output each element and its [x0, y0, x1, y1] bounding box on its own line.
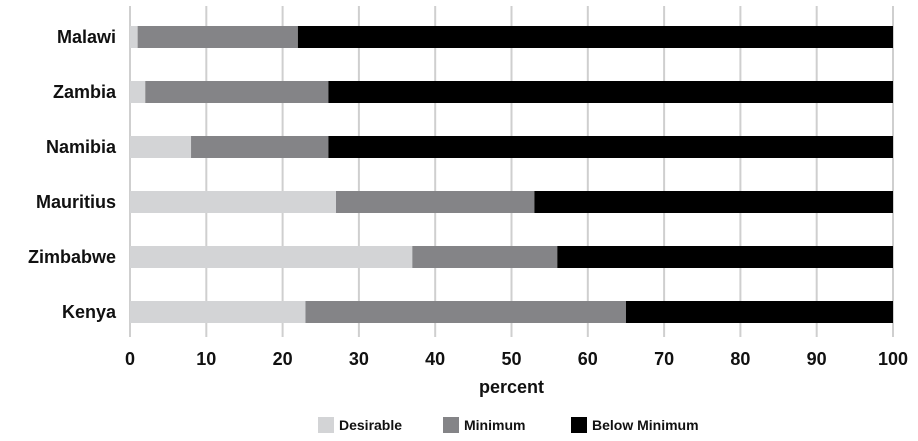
x-tick-labels: 0 10 20 30 40 50 60 70 80 90 100 [125, 349, 908, 369]
bar-segment-below-minimum [328, 81, 893, 103]
legend-swatch-desirable [318, 417, 334, 433]
bar-segment-desirable [130, 136, 192, 158]
bar-segment-desirable [130, 246, 413, 268]
x-tick-label: 10 [196, 349, 216, 369]
x-tick-label: 100 [878, 349, 908, 369]
x-tick-label: 60 [578, 349, 598, 369]
bar-segment-below-minimum [557, 246, 893, 268]
bar-segment-minimum [145, 81, 329, 103]
bar-segment-minimum [336, 191, 535, 213]
category-label: Namibia [46, 137, 117, 157]
bar-segment-minimum [305, 301, 626, 323]
x-axis-title: percent [479, 377, 544, 397]
bar-segment-desirable [130, 81, 146, 103]
bar-segment-below-minimum [625, 301, 893, 323]
x-tick-label: 80 [730, 349, 750, 369]
bars [130, 26, 893, 323]
bar-segment-below-minimum [328, 136, 893, 158]
category-label: Malawi [57, 27, 116, 47]
legend-swatch-minimum [443, 417, 459, 433]
legend-label: Minimum [464, 417, 525, 433]
bar-segment-desirable [130, 301, 306, 323]
category-label: Kenya [62, 302, 117, 322]
x-tick-label: 50 [501, 349, 521, 369]
x-tick-label: 20 [273, 349, 293, 369]
x-tick-label: 0 [125, 349, 135, 369]
x-tick-label: 30 [349, 349, 369, 369]
x-tick-label: 70 [654, 349, 674, 369]
grid-lines [129, 6, 894, 337]
category-label: Mauritius [36, 192, 116, 212]
x-tick-label: 40 [425, 349, 445, 369]
x-tick-label: 90 [807, 349, 827, 369]
legend: Desirable Minimum Below Minimum [318, 417, 699, 433]
category-label: Zimbabwe [28, 247, 116, 267]
bar-segment-minimum [137, 26, 298, 48]
legend-label: Below Minimum [592, 417, 699, 433]
bar-segment-below-minimum [297, 26, 893, 48]
bar-segment-minimum [191, 136, 329, 158]
category-label: Zambia [53, 82, 117, 102]
legend-label: Desirable [339, 417, 402, 433]
bar-segment-desirable [130, 191, 337, 213]
bar-segment-minimum [412, 246, 558, 268]
legend-swatch-below-minimum [571, 417, 587, 433]
category-labels: Malawi Zambia Namibia Mauritius Zimbabwe Keny… [28, 27, 117, 322]
bar-segment-below-minimum [534, 191, 893, 213]
bar-segment-desirable [130, 26, 138, 48]
